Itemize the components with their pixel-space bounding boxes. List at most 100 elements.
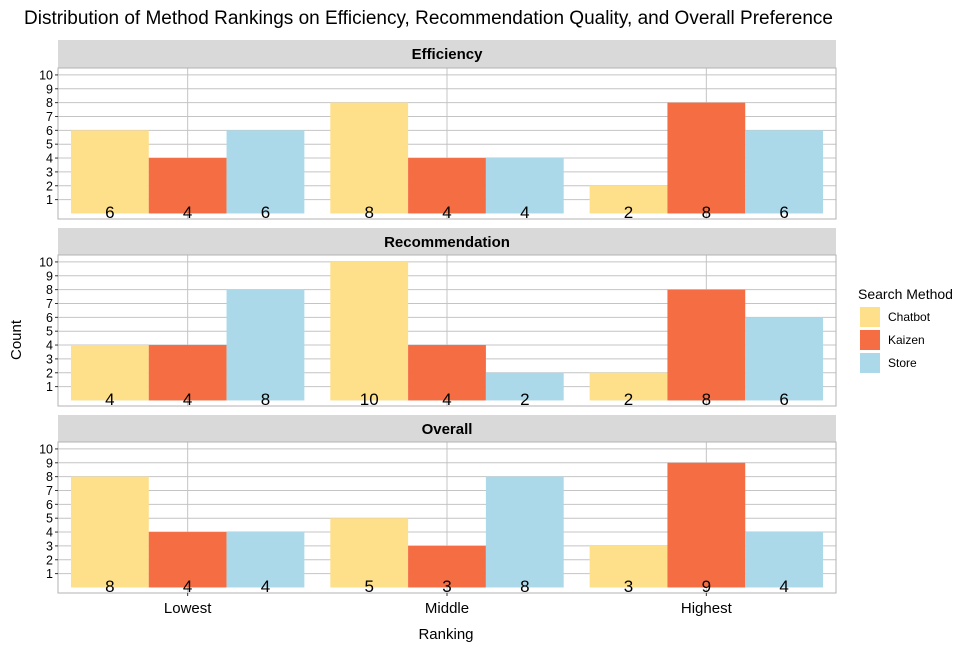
bar-label: 2 — [624, 203, 633, 222]
bar-label: 5 — [364, 577, 373, 596]
bar-label: 4 — [183, 577, 192, 596]
legend: Search Method Chatbot Kaizen Store — [858, 286, 953, 373]
bar-chatbot — [589, 545, 668, 588]
bar-chatbot — [330, 261, 409, 401]
bar-label: 4 — [779, 577, 788, 596]
bar-chatbot — [589, 185, 668, 214]
y-tick-label: 10 — [39, 255, 53, 269]
y-tick-label: 5 — [46, 138, 53, 152]
legend-title: Search Method — [858, 286, 953, 302]
bar-chatbot — [70, 345, 149, 401]
x-tick-label: Highest — [681, 600, 733, 617]
panel-strip — [58, 228, 836, 255]
y-tick-label: 3 — [46, 539, 53, 553]
bar-label: 3 — [442, 577, 451, 596]
bar-label: 4 — [442, 390, 451, 409]
legend-key-store — [860, 353, 880, 373]
y-tick-label: 9 — [46, 456, 53, 470]
legend-key-chatbot — [860, 307, 880, 327]
bar-label: 8 — [364, 203, 373, 222]
y-tick-label: 3 — [46, 165, 53, 179]
bar-store — [745, 532, 824, 588]
bar-label: 2 — [520, 390, 529, 409]
bar-store — [485, 372, 564, 401]
panel-strip-label: Recommendation — [384, 234, 510, 251]
y-tick-label: 6 — [46, 498, 53, 512]
bar-label: 9 — [702, 577, 711, 596]
bar-kaizen — [148, 158, 227, 214]
bar-kaizen — [667, 102, 746, 214]
y-tick-label: 9 — [46, 82, 53, 96]
y-tick-label: 1 — [46, 567, 53, 581]
bar-store — [745, 317, 824, 401]
x-tick-label: Lowest — [164, 600, 212, 617]
y-tick-label: 4 — [46, 152, 53, 166]
y-tick-label: 4 — [46, 339, 53, 353]
bar-kaizen — [408, 158, 486, 214]
y-tick-label: 2 — [46, 366, 53, 380]
panel-border — [57, 254, 837, 407]
bar-label: 6 — [779, 203, 788, 222]
bar-label: 4 — [520, 203, 529, 222]
bar-kaizen — [408, 545, 486, 588]
panel-strip-label: Overall — [422, 421, 473, 438]
bar-kaizen — [148, 345, 227, 401]
bar-chatbot — [330, 518, 409, 588]
y-tick-label: 6 — [46, 311, 53, 325]
bar-label: 6 — [261, 203, 270, 222]
y-tick-label: 6 — [46, 124, 53, 138]
y-tick-label: 10 — [39, 442, 53, 456]
y-tick-label: 5 — [46, 325, 53, 339]
bar-store — [226, 289, 305, 401]
bar-chatbot — [330, 102, 409, 214]
bar-label: 4 — [105, 390, 114, 409]
chart-title: Distribution of Method Rankings on Effic… — [24, 8, 833, 29]
bar-chatbot — [70, 130, 149, 214]
y-tick-label: 7 — [46, 297, 53, 311]
bar-store — [485, 158, 564, 214]
bar-label: 10 — [360, 390, 379, 409]
bar-label: 2 — [624, 390, 633, 409]
panel-border — [57, 67, 837, 220]
x-axis-title: Ranking — [418, 626, 473, 643]
bar-label: 4 — [183, 203, 192, 222]
legend-label-kaizen: Kaizen — [888, 333, 925, 347]
bar-chatbot — [70, 476, 149, 588]
y-tick-label: 4 — [46, 526, 53, 540]
y-tick-label: 7 — [46, 484, 53, 498]
legend-label-chatbot: Chatbot — [888, 310, 931, 324]
bar-label: 3 — [624, 577, 633, 596]
y-tick-label: 9 — [46, 269, 53, 283]
legend-key-kaizen — [860, 330, 880, 350]
bar-label: 8 — [702, 203, 711, 222]
y-tick-label: 8 — [46, 96, 53, 110]
y-tick-label: 2 — [46, 179, 53, 193]
panel-strip-label: Efficiency — [412, 46, 484, 63]
bar-label: 8 — [520, 577, 529, 596]
bar-label: 4 — [442, 203, 451, 222]
bar-label: 4 — [183, 390, 192, 409]
y-axis-title: Count — [8, 319, 25, 360]
y-tick-label: 1 — [46, 380, 53, 394]
bar-label: 8 — [702, 390, 711, 409]
y-tick-label: 8 — [46, 283, 53, 297]
x-tick-label: Middle — [425, 600, 469, 617]
y-tick-label: 7 — [46, 110, 53, 124]
y-tick-label: 5 — [46, 512, 53, 526]
bar-label: 4 — [261, 577, 270, 596]
panel-strip — [58, 40, 836, 68]
bar-kaizen — [667, 289, 746, 401]
bar-kaizen — [667, 462, 746, 588]
bar-store — [745, 130, 824, 214]
bar-label: 6 — [779, 390, 788, 409]
panel-strip — [58, 415, 836, 442]
bar-store — [485, 476, 564, 588]
bar-label: 6 — [105, 203, 114, 222]
y-tick-label: 3 — [46, 352, 53, 366]
bar-store — [226, 130, 305, 214]
y-tick-label: 10 — [39, 68, 53, 82]
legend-label-store: Store — [888, 356, 917, 370]
